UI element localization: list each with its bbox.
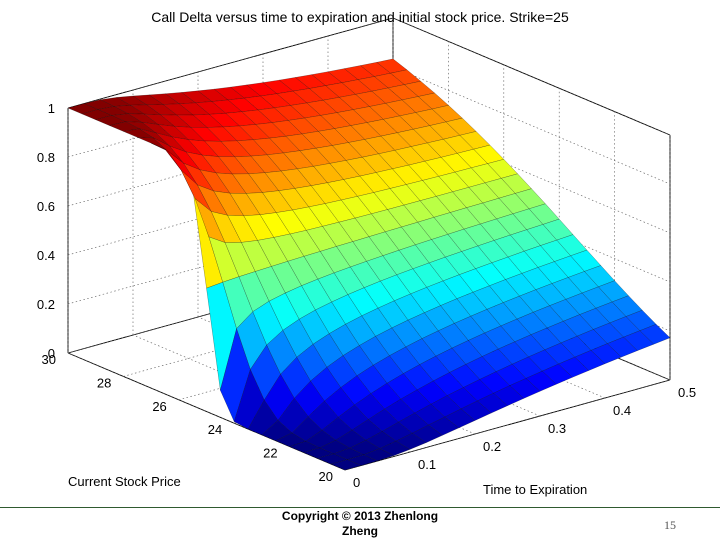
- z-tick-label: 0: [48, 346, 55, 361]
- y-tick-label: 26: [152, 399, 166, 414]
- copyright-line-2: Zheng: [342, 524, 378, 538]
- z-tick-label: 0.8: [37, 150, 55, 165]
- delta-surface: [67, 58, 671, 471]
- y-tick-label: 22: [263, 446, 277, 461]
- copyright-notice: Copyright © 2013 Zhenlong Zheng: [270, 509, 450, 539]
- z-tick-label: 1: [48, 101, 55, 116]
- z-tick-label: 0.4: [37, 248, 55, 263]
- y-tick-label: 24: [208, 422, 222, 437]
- surface-plot: 00.20.40.60.8120222426283000.10.20.30.40…: [37, 9, 696, 497]
- x-tick-label: 0: [353, 475, 360, 490]
- y-axis-label: Current Stock Price: [68, 474, 181, 489]
- y-tick-label: 20: [319, 469, 333, 484]
- grid-line-y: [344, 379, 671, 471]
- box-edge-top-right: [392, 17, 671, 136]
- copyright-line-1: Copyright © 2013 Zhenlong: [281, 509, 439, 523]
- grid-line-z: [67, 17, 394, 109]
- footer-rule: [0, 507, 720, 508]
- x-tick-label: 0.5: [678, 385, 696, 400]
- page-number: 15: [664, 518, 676, 532]
- y-tick-label: 28: [97, 375, 111, 390]
- z-tick-label: 0.6: [37, 199, 55, 214]
- x-tick-label: 0.2: [483, 439, 501, 454]
- x-tick-label: 0.4: [613, 403, 631, 418]
- tick-labels: 00.20.40.60.8120222426283000.10.20.30.40…: [37, 101, 696, 490]
- x-tick-label: 0.1: [418, 457, 436, 472]
- x-tick-label: 0.3: [548, 421, 566, 436]
- y-tick-label: 30: [42, 352, 56, 367]
- surface-cell: [639, 324, 671, 345]
- chart-title: Call Delta versus time to expiration and…: [151, 9, 569, 25]
- z-tick-label: 0.2: [37, 297, 55, 312]
- x-axis-label: Time to Expiration: [483, 482, 587, 497]
